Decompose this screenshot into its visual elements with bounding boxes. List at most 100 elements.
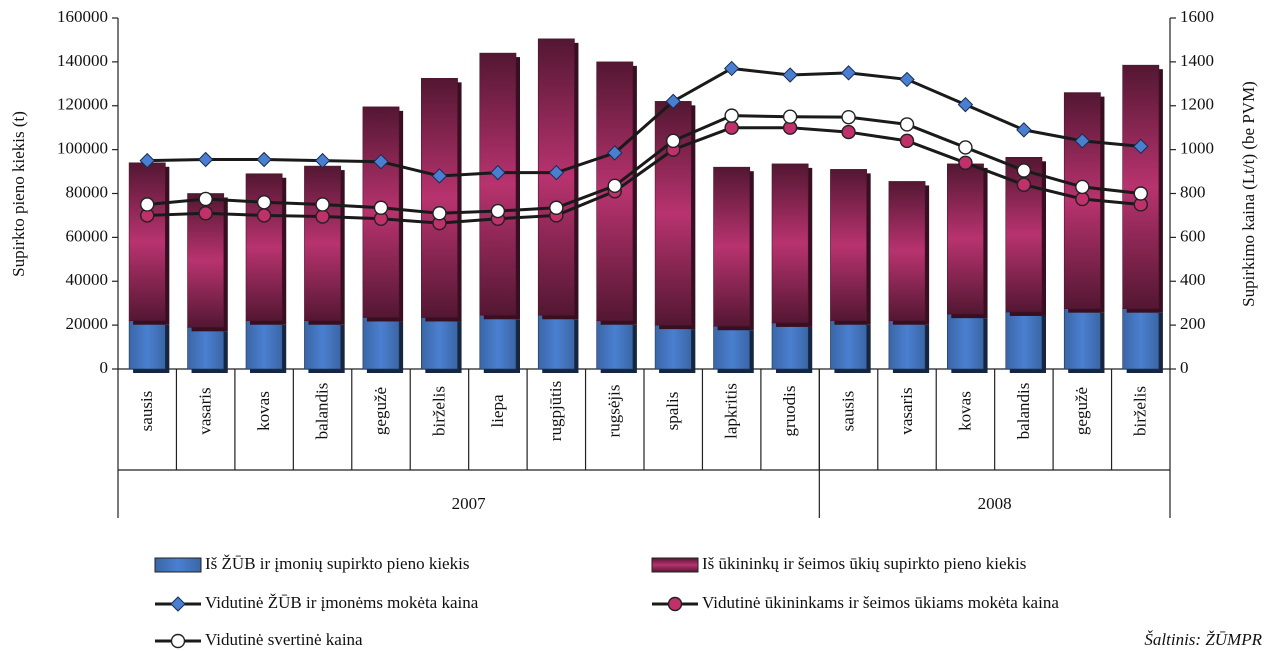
line-marker <box>841 109 856 125</box>
line-marker <box>840 65 857 81</box>
bar <box>771 163 809 324</box>
bar <box>479 314 517 370</box>
x-tick-label: kovas <box>254 391 273 431</box>
y2-tick-label: 1200 <box>1180 95 1214 114</box>
line-marker <box>256 151 272 168</box>
line <box>147 66 1141 178</box>
line-marker <box>315 209 330 224</box>
line-marker <box>139 152 155 169</box>
x-tick-label: vasaris <box>196 387 215 434</box>
legend-marker <box>667 596 683 612</box>
y-axis-label: Supirkto pieno kiekis (t) <box>9 111 28 277</box>
line-marker <box>607 178 622 194</box>
line-marker <box>490 203 506 219</box>
x-tick-label: spalis <box>663 392 682 431</box>
y2-tick-label: 0 <box>1180 358 1189 377</box>
bar <box>421 317 458 370</box>
bar <box>713 325 751 370</box>
bar <box>128 162 166 322</box>
bar <box>1122 308 1160 370</box>
bar <box>1063 308 1101 370</box>
line-marker <box>1074 133 1091 149</box>
y2-tick-label: 800 <box>1180 182 1206 201</box>
bar <box>654 324 692 370</box>
x-tick-label: rugsėjis <box>605 385 624 438</box>
x-tick-label: birželis <box>1131 386 1150 436</box>
line-marker <box>548 164 565 181</box>
y-tick-label: 100000 <box>57 139 108 158</box>
bar <box>304 320 341 370</box>
legend-label: Iš ūkininkų ir šeimos ūkių supirkto pien… <box>702 554 1026 573</box>
y2-tick-label: 1600 <box>1180 7 1214 26</box>
line-marker <box>724 108 739 123</box>
x-tick-label: gruodis <box>780 386 799 437</box>
source-note: Šaltinis: ŽŪMPR <box>1144 630 1262 649</box>
line-marker <box>314 152 331 169</box>
legend-label: Iš ŽŪB ir įmonių supirkto pieno kiekis <box>205 554 469 573</box>
line-marker <box>782 109 798 124</box>
x-tick-label: sausis <box>838 391 857 432</box>
bar <box>771 322 809 370</box>
line-marker <box>432 206 447 221</box>
bar <box>245 320 283 370</box>
line-marker <box>1016 122 1032 138</box>
bar <box>888 181 926 322</box>
y-tick-label: 60000 <box>66 226 109 245</box>
line-marker <box>198 206 213 221</box>
y-tick-label: 80000 <box>66 182 109 201</box>
x-tick-label: rugpjūtis <box>546 381 565 441</box>
line-marker <box>1133 186 1148 201</box>
bar <box>830 169 867 322</box>
bar <box>947 163 984 315</box>
x-tick-label: gegužė <box>371 387 390 435</box>
line-marker <box>431 168 448 184</box>
line-marker <box>957 96 974 113</box>
legend-label: Vidutinė ŽŪB ir įmonėms mokėta kaina <box>205 593 479 612</box>
line <box>147 114 1141 215</box>
y2-tick-label: 400 <box>1180 270 1206 289</box>
line-marker <box>841 124 856 140</box>
legend-marker <box>170 596 186 612</box>
bar <box>362 317 400 370</box>
line-marker <box>198 191 213 207</box>
line-marker <box>723 60 740 77</box>
y2-axis-label: Supirkimo kaina (Lt/t) (be PVM) <box>1239 81 1258 307</box>
line-marker <box>549 200 564 215</box>
line-marker <box>256 195 272 210</box>
line-marker <box>140 197 155 212</box>
group-label: 2007 <box>452 494 487 513</box>
y-tick-label: 40000 <box>66 270 109 289</box>
y2-tick-label: 200 <box>1180 314 1206 333</box>
line-marker <box>1016 177 1032 192</box>
x-tick-label: birželis <box>429 386 448 436</box>
x-tick-label: balandis <box>312 383 331 440</box>
legend-label: Vidutinė ūkininkams ir šeimos ūkiams mok… <box>702 593 1059 612</box>
line-marker <box>315 197 330 212</box>
line-marker <box>899 71 915 88</box>
line-marker <box>1075 179 1090 195</box>
bar <box>830 320 867 370</box>
line-marker <box>724 120 739 135</box>
legend-swatch <box>154 557 202 573</box>
bar <box>128 320 166 370</box>
line-marker <box>197 151 214 168</box>
line-marker <box>1016 163 1032 178</box>
x-tick-label: vasaris <box>897 387 916 434</box>
line-marker <box>899 117 915 132</box>
x-tick-label: lapkritis <box>722 383 741 439</box>
line-marker <box>666 133 681 149</box>
x-tick-label: sausis <box>137 391 156 432</box>
line-marker <box>958 155 973 170</box>
bar <box>421 78 458 318</box>
legend-label: Vidutinė svertinė kaina <box>205 630 363 649</box>
y-tick-label: 120000 <box>57 95 108 114</box>
line <box>147 126 1141 225</box>
bar <box>888 320 926 370</box>
x-tick-label: liepa <box>488 394 507 427</box>
y2-tick-label: 1000 <box>1180 139 1214 158</box>
y-tick-label: 0 <box>100 358 109 377</box>
bar <box>304 165 341 322</box>
legend-marker <box>170 633 186 649</box>
line-marker <box>373 200 389 215</box>
